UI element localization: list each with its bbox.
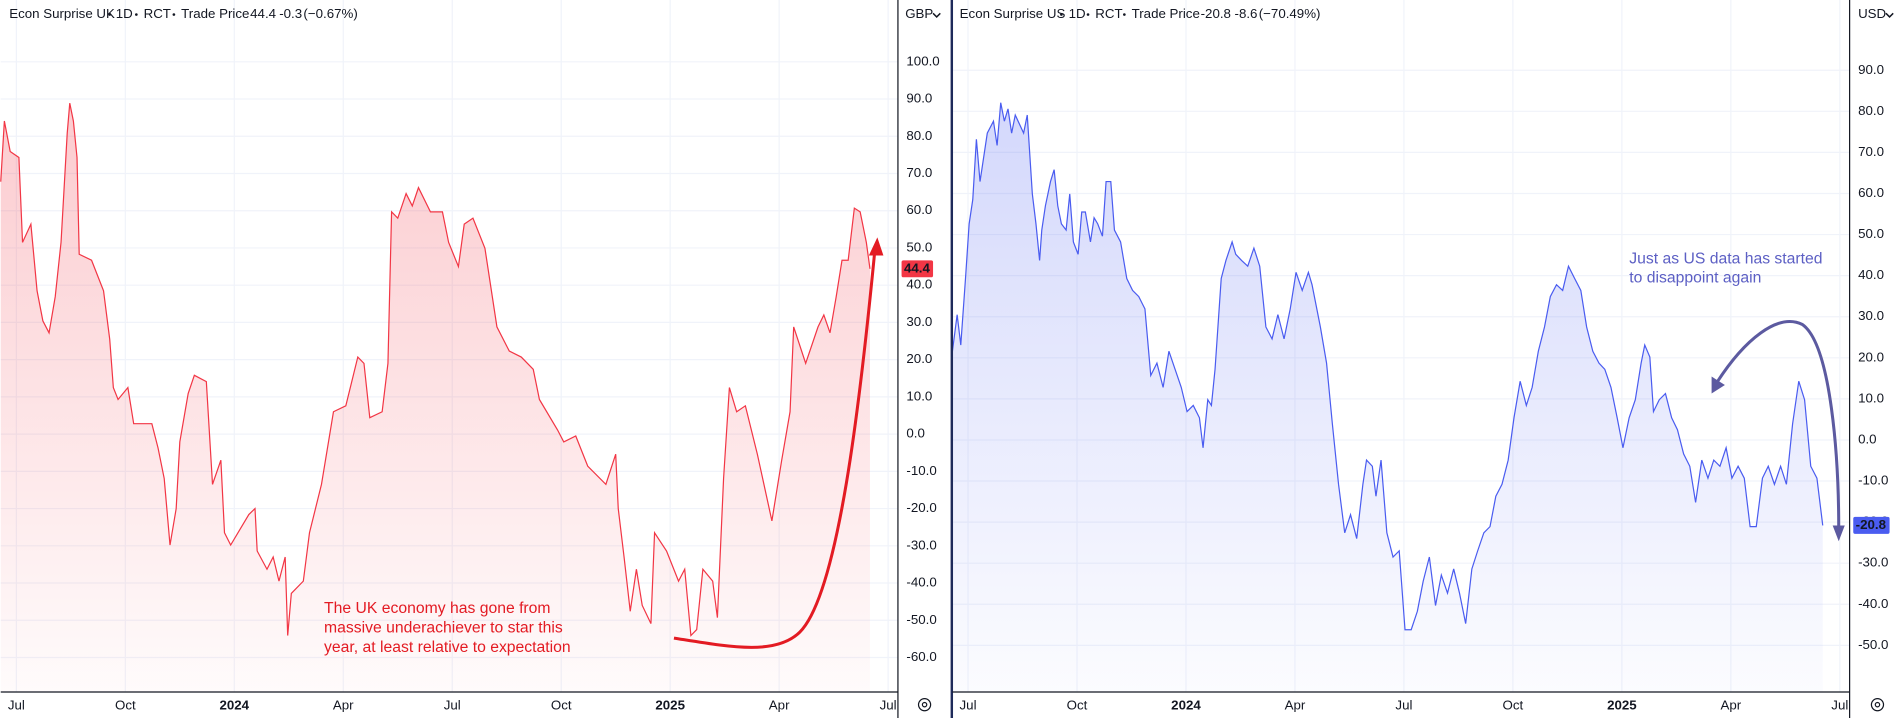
currency-chevron[interactable] [932, 12, 941, 18]
legend-interval: 1D [1069, 6, 1086, 21]
y-tick-label: 80.0 [906, 128, 932, 143]
y-tick-label: 60.0 [906, 202, 932, 217]
x-tick-label: Oct [115, 697, 136, 712]
x-tick-label: Jul [8, 697, 25, 712]
legend-interval: 1D [116, 6, 133, 21]
y-tick-label: -40.0 [906, 575, 936, 590]
legend-change: -0.3 [279, 6, 302, 21]
legend-separator [1060, 13, 1063, 16]
y-tick-label: 40.0 [1858, 267, 1884, 282]
legend-change-pct: (−70.49%) [1259, 6, 1321, 21]
area-fill [952, 102, 1823, 692]
x-tick-label: Jul [880, 697, 897, 712]
series-line [0, 103, 871, 637]
legend-last: 44.4 [250, 6, 276, 21]
y-tick-label: 90.0 [1858, 62, 1884, 77]
y-tick-label: 100.0 [906, 53, 939, 68]
annotation-text: year, at least relative to expectation [324, 639, 571, 656]
x-tick-label: 2024 [1171, 697, 1201, 712]
x-tick-label: Jul [1395, 697, 1412, 712]
annotation-text: to disappoint again [1629, 270, 1761, 287]
y-tick-label: 20.0 [906, 351, 932, 366]
x-tick-label: 2024 [220, 697, 250, 712]
legend-separator [1123, 13, 1126, 16]
legend-separator [172, 13, 176, 16]
x-tick-label: Apr [1285, 697, 1306, 712]
legend-last: -20.8 [1201, 6, 1231, 21]
y-tick-label: 20.0 [1858, 349, 1884, 364]
us-arrow [1711, 320, 1845, 542]
y-tick-label: -30.0 [1858, 555, 1888, 570]
y-tick-label: 80.0 [1858, 103, 1884, 118]
y-tick-label: 0.0 [1858, 431, 1877, 446]
legend-source: RCT [144, 6, 171, 21]
area-fill [0, 103, 870, 692]
legend-field: Trade Price [181, 6, 249, 21]
y-tick-label: 90.0 [906, 91, 932, 106]
y-tick-label: 70.0 [906, 165, 932, 180]
x-tick-label: Jul [1831, 697, 1848, 712]
legend-separator [1086, 13, 1090, 16]
settings-icon[interactable] [1870, 698, 1885, 712]
currency-chevron[interactable] [1885, 12, 1894, 18]
x-tick-label: Apr [1720, 697, 1741, 712]
currency-label: USD [1858, 6, 1886, 21]
y-tick-label: 50.0 [906, 239, 932, 254]
x-tick-label: Oct [551, 697, 572, 712]
y-tick-label: -30.0 [906, 537, 936, 552]
currency-label: GBP [905, 6, 933, 21]
y-tick-label: 30.0 [1858, 308, 1884, 323]
legend-change-pct: (−0.67%) [303, 6, 357, 21]
y-tick-label: 30.0 [906, 314, 932, 329]
x-tick-label: Apr [769, 697, 790, 712]
last-value-box [901, 260, 934, 278]
y-tick-label: -20.0 [906, 500, 936, 515]
annotation-text: The UK economy has gone from [324, 600, 551, 617]
legend-title: Econ Surprise UK [9, 6, 115, 21]
series-line [951, 102, 1824, 631]
y-tick-label: -10.0 [906, 463, 936, 478]
y-tick-label: 10.0 [906, 388, 932, 403]
x-tick-label: 2025 [655, 697, 685, 712]
legend-field: Trade Price [1132, 6, 1200, 21]
y-tick-label: -60.0 [906, 649, 936, 664]
y-tick-label: 50.0 [1858, 226, 1884, 241]
y-tick-label: 70.0 [1858, 144, 1884, 159]
x-tick-label: Apr [333, 697, 354, 712]
y-tick-label: -10.0 [1858, 473, 1888, 488]
settings-icon[interactable] [917, 698, 932, 712]
legend-separator [135, 13, 138, 16]
legend-separator [108, 13, 112, 16]
x-tick-label: Oct [1503, 697, 1524, 712]
y-tick-label: -50.0 [1858, 637, 1888, 652]
x-tick-label: 2025 [1607, 697, 1637, 712]
legend-title: Econ Surprise US [960, 6, 1066, 21]
last-value-label: 44.4 [904, 260, 930, 275]
y-tick-label: -40.0 [1858, 596, 1888, 611]
x-tick-label: Oct [1067, 697, 1088, 712]
y-tick-label: 40.0 [906, 277, 932, 292]
y-tick-label: 10.0 [1858, 390, 1884, 405]
last-value-label: -20.8 [1856, 517, 1886, 532]
y-tick-label: -50.0 [906, 612, 936, 627]
y-tick-label: 60.0 [1858, 185, 1884, 200]
legend-source: RCT [1095, 6, 1122, 21]
last-value-box [1853, 516, 1890, 534]
annotation-text: Just as US data has started [1629, 250, 1822, 267]
y-tick-label: 0.0 [906, 426, 925, 441]
annotation-text: massive underachiever to star this [324, 620, 563, 637]
x-tick-label: Jul [444, 697, 461, 712]
uk-arrow [673, 237, 884, 649]
legend-change: -8.6 [1235, 6, 1258, 21]
x-tick-label: Jul [960, 697, 977, 712]
